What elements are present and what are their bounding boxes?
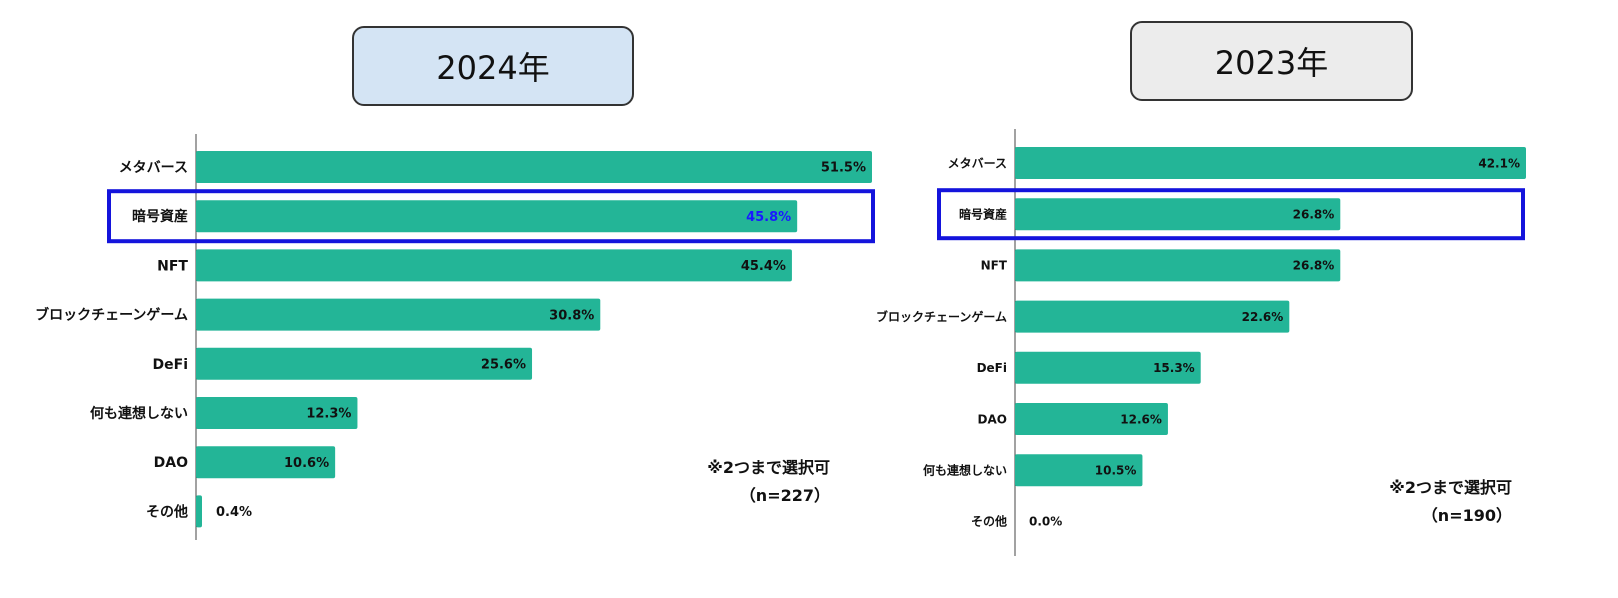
value-label: 26.8%	[1293, 208, 1335, 222]
bar	[1015, 300, 1290, 333]
bar	[196, 151, 872, 183]
value-label: 15.3%	[1153, 361, 1195, 375]
chart-title-2023: 2023年	[1130, 21, 1413, 101]
category-label: 何も連想しない	[90, 405, 188, 422]
bar	[1015, 351, 1201, 384]
bar	[196, 397, 358, 429]
value-label: 45.4%	[741, 259, 786, 274]
category-label: 何も連想しない	[923, 463, 1007, 478]
bar	[1015, 147, 1526, 179]
sample-size: （n=227）	[739, 486, 830, 505]
bar	[196, 249, 792, 282]
bar	[196, 446, 336, 479]
bar	[196, 495, 202, 528]
value-label: 12.3%	[306, 407, 351, 422]
value-label: 26.8%	[1293, 259, 1335, 273]
bar	[1015, 198, 1341, 231]
value-label: 12.6%	[1120, 412, 1162, 426]
chart-title-2024: 2024年	[352, 26, 634, 106]
sample-size: （n=190）	[1421, 506, 1512, 525]
value-label: 0.0%	[1029, 515, 1062, 529]
bar	[1015, 454, 1143, 487]
category-label: NFT	[981, 259, 1008, 273]
category-label: 暗号資産	[132, 208, 188, 225]
category-label: その他	[146, 503, 188, 520]
highlight-frame	[107, 189, 875, 244]
value-label: 51.5%	[821, 161, 866, 176]
bar	[196, 298, 601, 331]
selection-note: ※2つまで選択可	[1389, 478, 1512, 497]
value-label: 22.6%	[1242, 310, 1284, 324]
category-label: DAO	[978, 412, 1007, 426]
value-label: 45.8%	[746, 210, 791, 225]
category-label: DeFi	[153, 357, 188, 373]
category-label: その他	[971, 514, 1007, 529]
category-label: メタバース	[119, 160, 188, 176]
value-label: 42.1%	[1478, 156, 1520, 170]
highlight-frame	[937, 188, 1525, 241]
value-label: 0.4%	[216, 505, 252, 520]
note-2023: ※2つまで選択可 （n=190）	[1290, 474, 1512, 530]
category-label: DAO	[154, 455, 188, 471]
value-label: 10.5%	[1095, 464, 1137, 478]
category-label: メタバース	[948, 156, 1007, 170]
note-2024: ※2つまで選択可 （n=227）	[620, 454, 830, 510]
category-label: NFT	[157, 258, 188, 274]
bar	[1015, 403, 1168, 435]
category-label: ブロックチェーンゲーム	[876, 309, 1007, 324]
category-label: DeFi	[977, 361, 1007, 375]
value-label: 25.6%	[481, 357, 526, 372]
bar	[196, 200, 798, 233]
value-label: 30.8%	[549, 308, 594, 323]
category-label: ブロックチェーンゲーム	[35, 307, 188, 324]
value-label: 10.6%	[284, 456, 329, 471]
category-label: 暗号資産	[959, 207, 1007, 222]
bar	[196, 347, 533, 380]
selection-note: ※2つまで選択可	[707, 458, 830, 477]
bar	[1015, 249, 1341, 282]
